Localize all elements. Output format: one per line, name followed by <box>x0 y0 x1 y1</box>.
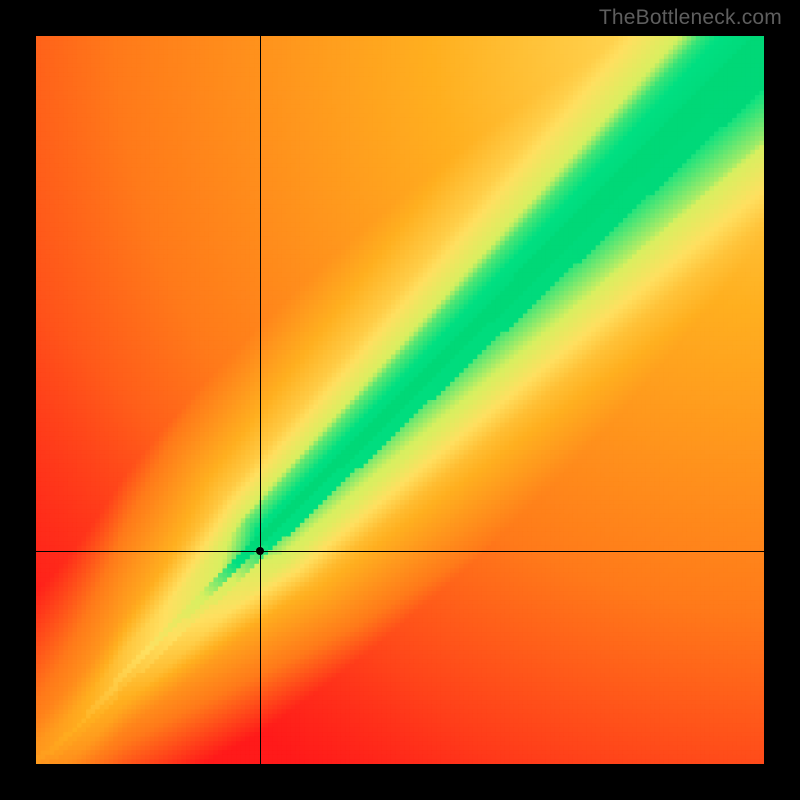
heatmap-canvas <box>36 36 764 764</box>
marker-dot <box>256 547 264 555</box>
crosshair-horizontal <box>36 551 764 552</box>
watermark-text: TheBottleneck.com <box>599 6 782 30</box>
plot-area <box>36 36 764 764</box>
crosshair-vertical <box>260 36 261 764</box>
chart-container: TheBottleneck.com <box>0 0 800 800</box>
